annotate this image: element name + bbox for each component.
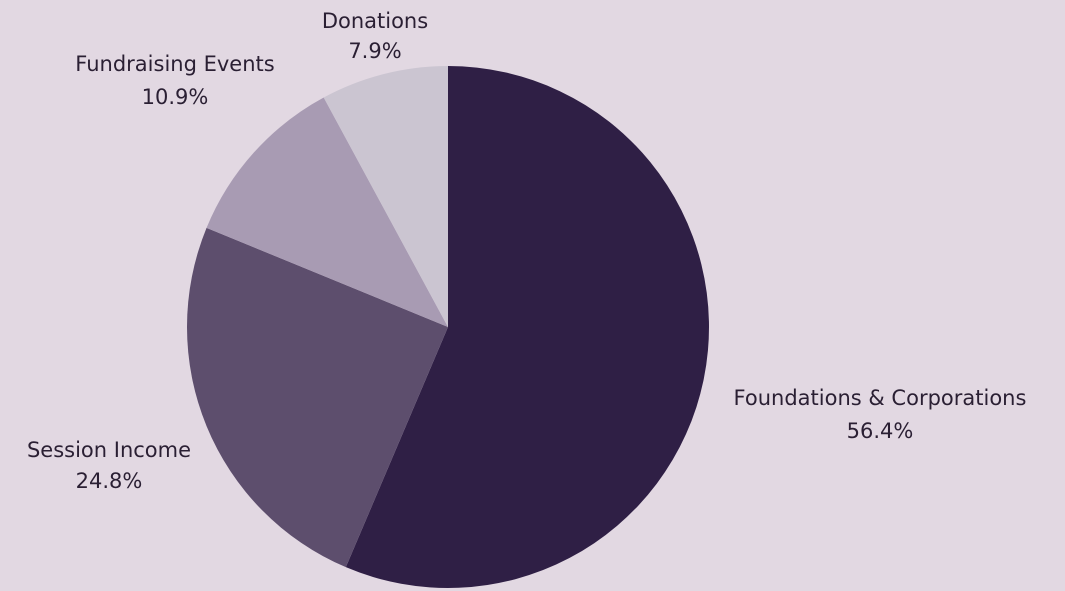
pie-slice-foundations-corporations: [345, 66, 709, 588]
slice-value-session-income: 24.8%: [76, 469, 143, 493]
slice-value-fundraising-events: 10.9%: [142, 85, 209, 109]
pie-labels: Foundations & Corporations 56.4% Session I…: [27, 9, 1026, 493]
slice-label-fundraising-events: Fundraising Events: [75, 52, 274, 76]
pie-slices: [186, 66, 709, 588]
slice-label-session-income: Session Income: [27, 438, 191, 462]
pie-slice-session-income: [186, 227, 448, 568]
pie-slice-donations: [323, 66, 448, 327]
slice-value-donations: 7.9%: [348, 39, 401, 63]
pie-slice-fundraising-events: [206, 97, 448, 327]
slice-label-donations: Donations: [322, 9, 428, 33]
slice-value-foundations-corporations: 56.4%: [847, 419, 914, 443]
slice-label-foundations-corporations: Foundations & Corporations: [734, 386, 1027, 410]
